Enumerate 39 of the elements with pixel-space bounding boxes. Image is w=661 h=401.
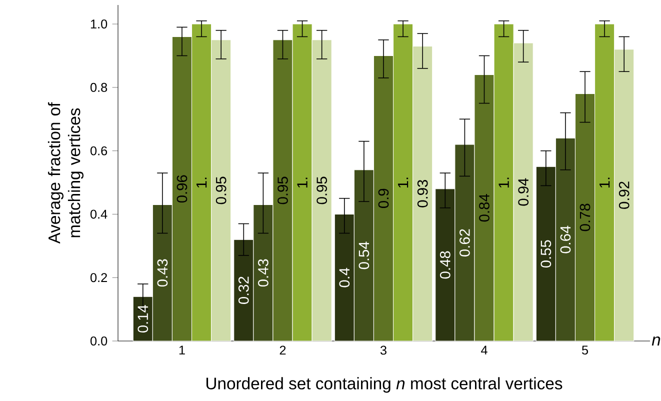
- data-label: 0.84: [479, 194, 490, 222]
- data-label: 0.54: [358, 242, 370, 270]
- data-label: 0.95: [278, 176, 288, 204]
- data-label: 0.93: [417, 180, 428, 208]
- data-label: 0.4: [339, 268, 350, 288]
- data-label: 0.62: [460, 229, 470, 256]
- x-tick-label: 1: [179, 346, 185, 354]
- data-label: 1.: [398, 178, 408, 188]
- data-label: 0.95: [316, 176, 328, 204]
- data-label: 0.94: [518, 178, 529, 206]
- x-axis-title: Unordered set containing n most central vertices: [206, 377, 562, 393]
- data-label: 0.48: [440, 251, 450, 279]
- data-label: 0.43: [258, 259, 268, 287]
- data-label: 0.64: [560, 226, 571, 254]
- data-label: 0.32: [238, 276, 249, 304]
- data-label: 0.95: [216, 176, 226, 204]
- data-label: 1.: [498, 178, 509, 188]
- data-label: 1.: [196, 178, 207, 188]
- data-label: 0.55: [540, 240, 552, 268]
- data-label: 1.: [297, 178, 308, 188]
- x-tick-label: 3: [380, 346, 386, 355]
- data-label: 0.43: [157, 259, 168, 287]
- text: n: [652, 336, 660, 346]
- x-tick-label: 5: [582, 346, 588, 355]
- x-tick-label: 4: [481, 346, 488, 354]
- y-tick-label: 1.0: [90, 20, 108, 29]
- data-label: 1.: [600, 178, 610, 188]
- y-axis-title: Average fraction of matching vertices: [48, 102, 84, 244]
- data-label: 0.92: [618, 182, 630, 209]
- data-label: 0.78: [580, 204, 590, 232]
- y-tick-label: 0.0: [90, 336, 108, 346]
- x-tick-label: 2: [280, 346, 286, 355]
- data-label: 0.14: [138, 304, 148, 333]
- data-label: 0.96: [176, 175, 188, 203]
- y-tick-label: 0.8: [90, 82, 108, 92]
- y-tick-label: 0.6: [90, 146, 108, 156]
- data-label: 0.9: [378, 188, 389, 208]
- y-tick-label: 0.2: [90, 273, 107, 282]
- y-tick-label: 0.4: [90, 210, 108, 219]
